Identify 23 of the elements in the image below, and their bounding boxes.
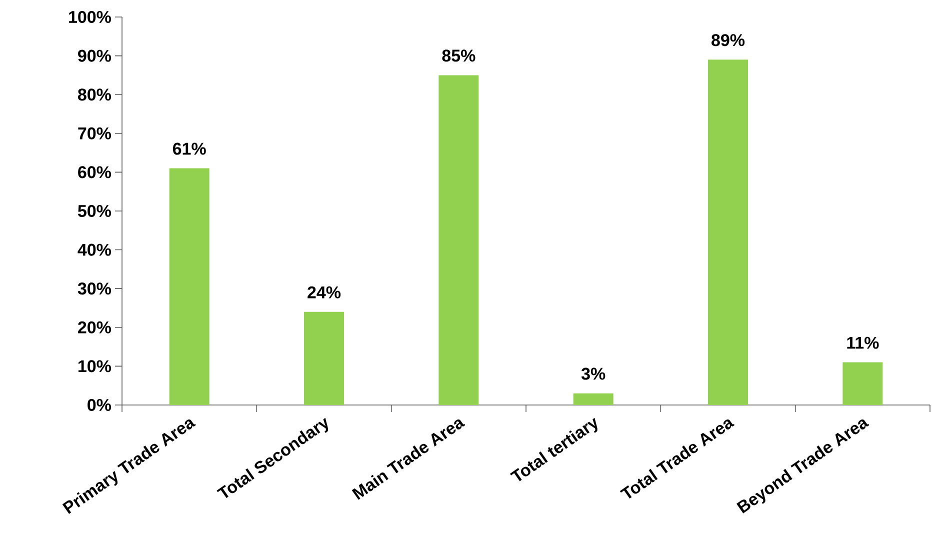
y-tick-label: 10% <box>78 360 112 372</box>
y-tick-label: 0% <box>88 398 112 412</box>
bar <box>842 362 883 405</box>
y-tick-label: 30% <box>78 282 112 295</box>
y-tick-label: 70% <box>78 127 112 140</box>
bar <box>573 393 614 405</box>
data-label: 89% <box>712 34 745 46</box>
y-tick-label: 80% <box>78 88 112 101</box>
data-label: 3% <box>581 368 606 380</box>
bar <box>169 168 210 405</box>
data-label: 24% <box>308 286 341 298</box>
y-tick-label: 90% <box>78 50 112 62</box>
y-tick-label: 60% <box>78 166 112 178</box>
data-label: 11% <box>847 336 879 349</box>
y-tick-label: 50% <box>78 204 112 218</box>
bar <box>304 312 344 405</box>
bar <box>438 75 479 405</box>
y-tick-label: 20% <box>78 321 112 334</box>
bar <box>708 60 748 405</box>
y-tick-label: 40% <box>78 244 112 256</box>
y-tick-label: 100% <box>69 10 112 24</box>
data-label: 85% <box>442 50 476 62</box>
data-label: 61% <box>172 142 206 155</box>
